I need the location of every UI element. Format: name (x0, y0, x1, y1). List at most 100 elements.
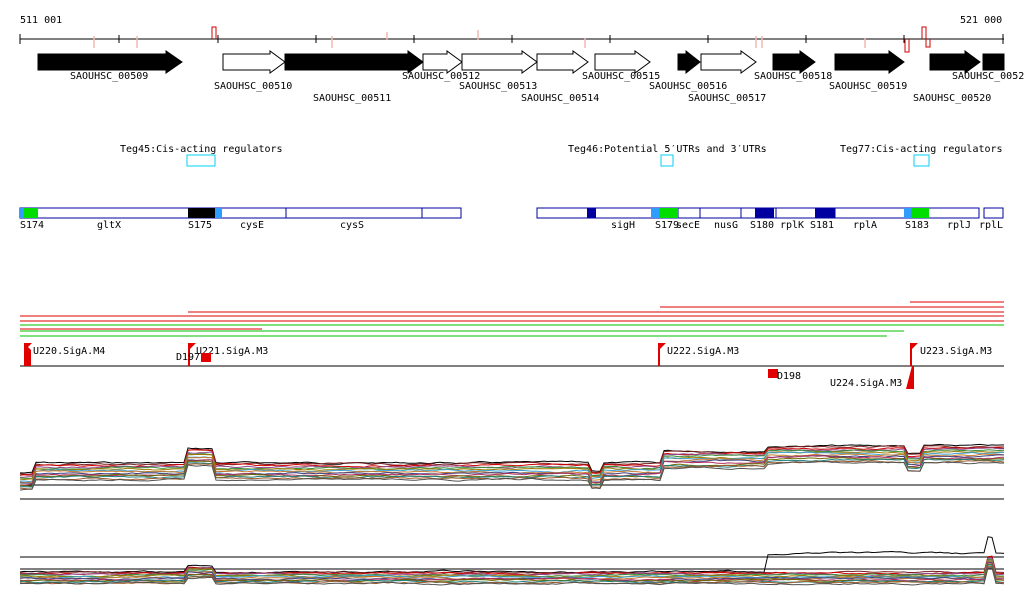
srna-S183-edge[interactable] (904, 208, 911, 218)
annotation-label-sigH: sigH (611, 220, 635, 231)
regulator-teg77[interactable]: Teg77:Cis-acting regulators (840, 144, 1003, 167)
gene-label: SAOUHSC_00511 (313, 93, 391, 104)
gene-SAOUHSC_00517[interactable]: SAOUHSC_00517 (688, 50, 766, 104)
expression-lower-traces (19, 536, 1005, 586)
terminator-label: D197 (176, 352, 200, 363)
gene-label: SAOUHSC_00516 (649, 81, 727, 92)
annotation-label-rplA: rplA (853, 220, 877, 231)
ruler-start-label: 511 001 (20, 15, 62, 26)
expression-trace (19, 443, 1005, 474)
promoter-label: U223.SigA.M3 (920, 346, 992, 357)
gene-label: SAOUHSC_00509 (70, 71, 148, 82)
expression-trace (19, 458, 1005, 488)
annotation-label-S174: S174 (20, 220, 44, 231)
annotation-label-cysS: cysS (340, 220, 364, 231)
annotation-label-S179: S179 (655, 220, 679, 231)
annotation-label-S183: S183 (905, 220, 929, 231)
ruler-red-marks (211, 26, 931, 53)
ruler-ticks (19, 34, 1004, 44)
gene-label: SAOUHSC_00520 (913, 93, 991, 104)
gene-SAOUHSC_00511[interactable]: SAOUHSC_00511 (284, 50, 424, 104)
expression-trace (19, 450, 1005, 481)
annotation-label-S175: S175 (188, 220, 212, 231)
gene-label: SAOUHSC_00510 (214, 81, 292, 92)
promoter-track: U220.SigA.M4 U221.SigA.M3 D197 U222.SigA… (20, 343, 1004, 389)
regulator-track: Teg45:Cis-acting regulators Teg46:Potent… (120, 144, 1003, 167)
gene-label: SAOUHSC_00513 (459, 81, 537, 92)
srna-S179-edge[interactable] (651, 208, 659, 218)
expression-trace (19, 555, 1005, 576)
regulator-label: Teg46:Potential 5′UTRs and 3′UTRs (568, 144, 767, 155)
expression-panel-upper (19, 443, 1005, 500)
ruler-end-label: 521 000 (960, 15, 1002, 26)
gene-SAOUHSC_00518[interactable]: SAOUHSC_00518 (754, 50, 832, 82)
annotation-label-S181: S181 (810, 220, 834, 231)
annotation-label-cysE: cysE (240, 220, 264, 231)
gene-SAOUHSC_00515[interactable]: SAOUHSC_00515 (582, 50, 660, 82)
srna-S175-edge[interactable] (215, 208, 222, 218)
coordinate-ruler: 511 001 521 000 (19, 15, 1004, 53)
srna-S180[interactable] (755, 208, 774, 218)
gene-label: SAOUHSC_00517 (688, 93, 766, 104)
expression-trace (19, 559, 1005, 579)
terminator-label: D198 (777, 371, 801, 382)
promoter-U220[interactable]: U220.SigA.M4 (24, 343, 105, 366)
regulator-label: Teg77:Cis-acting regulators (840, 144, 1003, 155)
gene-SAOUHSC_00516[interactable]: SAOUHSC_00516 (649, 49, 727, 92)
promoter-label: U220.SigA.M4 (33, 346, 105, 357)
srna-S174-core[interactable] (24, 208, 38, 218)
promoter-label: U224.SigA.M3 (830, 378, 902, 389)
srna-S183[interactable] (911, 208, 929, 218)
annotation-label-secE: secE (676, 220, 700, 231)
expression-panel-lower (19, 536, 1005, 586)
gene-SAOUHSC_00510[interactable]: SAOUHSC_00510 (214, 50, 292, 92)
gene-SAOUHSC_00513[interactable]: SAOUHSC_00513 (459, 50, 538, 92)
expression-trace (19, 536, 1005, 574)
ruler-marks (93, 30, 866, 48)
feature-bar-end[interactable] (983, 207, 1004, 219)
gene-label: SAOUHSC_00514 (521, 93, 599, 104)
gene-SAOUHSC_00520[interactable]: SAOUHSC_00520 (913, 50, 991, 104)
gene-SAOUHSC_00509[interactable]: SAOUHSC_00509 (37, 50, 183, 82)
expression-trace (19, 567, 1005, 586)
gene-SAOUHSC_00519[interactable]: SAOUHSC_00519 (829, 50, 907, 92)
regulator-teg45[interactable]: Teg45:Cis-acting regulators (120, 144, 283, 167)
terminator-D198[interactable]: D198 (768, 369, 801, 382)
gene-label: SAOUHSC_00512 (402, 71, 480, 82)
feature-bar-left[interactable] (19, 207, 462, 219)
promoter-U223[interactable]: U223.SigA.M3 (910, 343, 992, 366)
gene-SAOUHSC_00514[interactable]: SAOUHSC_00514 (521, 50, 599, 104)
gene-SAOUHSC_00512[interactable]: SAOUHSC_00512 (402, 50, 480, 82)
expression-trace (19, 446, 1005, 476)
gene-label: SAOUHSC_00518 (754, 71, 832, 82)
gene-label: SAOUHSC_0052 (952, 71, 1024, 82)
srna-S174[interactable] (20, 208, 24, 218)
promoter-label: U221.SigA.M3 (196, 346, 268, 357)
promoter-U222[interactable]: U222.SigA.M3 (658, 343, 739, 366)
feature-block-sigH[interactable] (587, 208, 596, 218)
gene-label: SAOUHSC_00519 (829, 81, 907, 92)
annotation-track: S174 gltX S175 cysE cysS sigH S179 secE … (19, 207, 1004, 231)
promoter-label: U222.SigA.M3 (667, 346, 739, 357)
gene-label: SAOUHSC_00515 (582, 71, 660, 82)
annotation-label-gltX: gltX (97, 220, 121, 231)
promoter-U224[interactable]: U224.SigA.M3 (830, 366, 914, 389)
expression-trace (19, 564, 1005, 584)
srna-S175[interactable] (188, 208, 215, 218)
transcript-track (20, 301, 1004, 337)
expression-trace (19, 460, 1005, 491)
regulator-label: Teg45:Cis-acting regulators (120, 144, 283, 155)
annotation-label-rplL: rplL (979, 220, 1003, 231)
annotation-label-rplK: rplK (780, 220, 804, 231)
srna-S181[interactable] (815, 208, 835, 218)
srna-S179[interactable] (659, 208, 678, 218)
promoter-U221[interactable]: U221.SigA.M3 (188, 343, 268, 366)
regulator-teg46[interactable]: Teg46:Potential 5′UTRs and 3′UTRs (568, 144, 767, 167)
expression-upper-traces (19, 443, 1005, 491)
annotation-label-S180: S180 (750, 220, 774, 231)
expression-trace (19, 555, 1005, 575)
gene-SAOUHSC_0052[interactable]: SAOUHSC_0052 (952, 53, 1024, 82)
annotation-label-rplJ: rplJ (947, 220, 971, 231)
terminator-D197[interactable]: D197 (176, 352, 211, 363)
